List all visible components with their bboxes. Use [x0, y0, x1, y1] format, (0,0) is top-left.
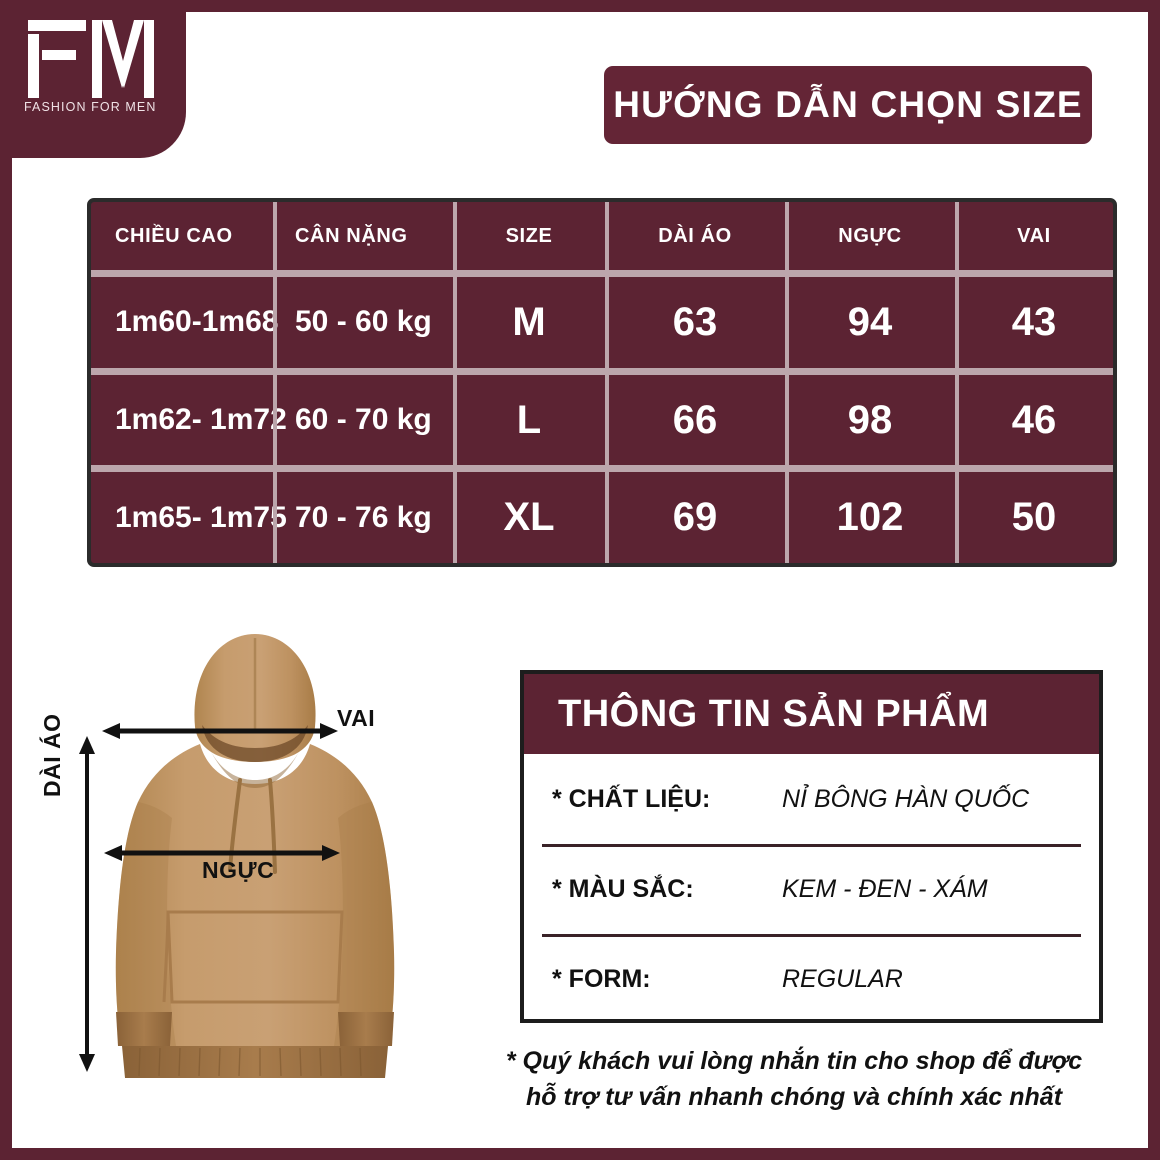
cell-height: 1m60-1m68: [115, 305, 279, 339]
cell-weight: 50 - 60 kg: [273, 277, 453, 368]
page-title: HƯỚNG DẪN CHỌN SIZE: [613, 84, 1083, 125]
cell-shoulder: 43: [955, 277, 1113, 368]
cell-chest: 98: [785, 374, 955, 466]
spec-label: * MÀU SẮC:: [552, 874, 694, 903]
brand-logo-block: FASHION FOR MEN: [0, 0, 186, 158]
spec-row-color: * MÀU SẮC: KEM - ĐEN - XÁM: [524, 844, 1099, 934]
spec-value: NỈ BÔNG HÀN QUỐC: [782, 784, 1030, 813]
column-header-height: CHIỀU CAO: [115, 224, 233, 247]
column-header-length: DÀI ÁO: [605, 202, 785, 270]
header-badge: HƯỚNG DẪN CHỌN SIZE: [604, 66, 1092, 144]
column-header-size: SIZE: [453, 202, 605, 270]
spec-label: * CHẤT LIỆU:: [552, 784, 711, 813]
column-header-shoulder: VAI: [955, 202, 1113, 270]
length-measure-arrow: [79, 736, 95, 1072]
row-divider: [91, 465, 1113, 473]
chest-label: NGỰC: [202, 857, 275, 883]
cell-shoulder: 50: [955, 472, 1113, 563]
table-row: 1m60-1m68 50 - 60 kg M 63 94 43: [91, 277, 1113, 368]
chest-measure-arrow: [104, 845, 340, 861]
spec-value: KEM - ĐEN - XÁM: [782, 874, 988, 903]
cell-length: 66: [605, 374, 785, 466]
fm-logo-icon: [28, 20, 154, 98]
table-row: 1m65- 1m75 70 - 76 kg XL 69 102 50: [91, 472, 1113, 563]
cell-length: 69: [605, 472, 785, 563]
measurement-diagram: VAI NGỰC DÀI ÁO: [32, 612, 492, 1112]
row-divider: [91, 270, 1113, 277]
footer-note-line-1: * Quý khách vui lòng nhắn tin cho shop đ…: [505, 1047, 1083, 1075]
column-header-weight: CÂN NẶNG: [273, 202, 453, 270]
length-label: DÀI ÁO: [39, 713, 65, 798]
table-header-row: CHIỀU CAO CÂN NẶNG SIZE DÀI ÁO NGỰC VAI: [91, 202, 1113, 270]
table-row: 1m62- 1m72 60 - 70 kg L 66 98 46: [91, 374, 1113, 466]
cell-weight: 60 - 70 kg: [273, 374, 453, 466]
cell-shoulder: 46: [955, 374, 1113, 466]
footer-note: * Quý khách vui lòng nhắn tin cho shop đ…: [464, 1044, 1124, 1115]
spec-value: REGULAR: [782, 964, 903, 993]
spec-row-form: * FORM: REGULAR: [524, 934, 1099, 1024]
cell-length: 63: [605, 277, 785, 368]
spec-row-material: * CHẤT LIỆU: NỈ BÔNG HÀN QUỐC: [524, 754, 1099, 844]
row-divider: [91, 367, 1113, 375]
product-info-title: THÔNG TIN SẢN PHẨM: [558, 692, 990, 735]
cell-size: M: [453, 277, 605, 368]
cell-chest: 102: [785, 472, 955, 563]
cell-weight: 70 - 76 kg: [273, 472, 453, 563]
product-info-header: THÔNG TIN SẢN PHẨM: [524, 674, 1099, 754]
cell-height: 1m65- 1m75: [115, 500, 287, 534]
footer-note-line-2: hỗ trợ tư vấn nhanh chóng và chính xác n…: [525, 1082, 1063, 1111]
shoulder-label: VAI: [337, 705, 376, 731]
column-header-chest: NGỰC: [785, 202, 955, 270]
brand-tagline: FASHION FOR MEN: [24, 100, 157, 114]
product-info-box: THÔNG TIN SẢN PHẨM * CHẤT LIỆU: NỈ BÔNG …: [520, 670, 1103, 1023]
shoulder-measure-arrow: [102, 723, 338, 739]
spec-label: * FORM:: [552, 964, 651, 993]
cell-chest: 94: [785, 277, 955, 368]
size-chart-table: CHIỀU CAO CÂN NẶNG SIZE DÀI ÁO NGỰC VAI …: [87, 198, 1117, 567]
cell-size: XL: [453, 472, 605, 563]
cell-size: L: [453, 374, 605, 466]
cell-height: 1m62- 1m72: [115, 403, 287, 436]
